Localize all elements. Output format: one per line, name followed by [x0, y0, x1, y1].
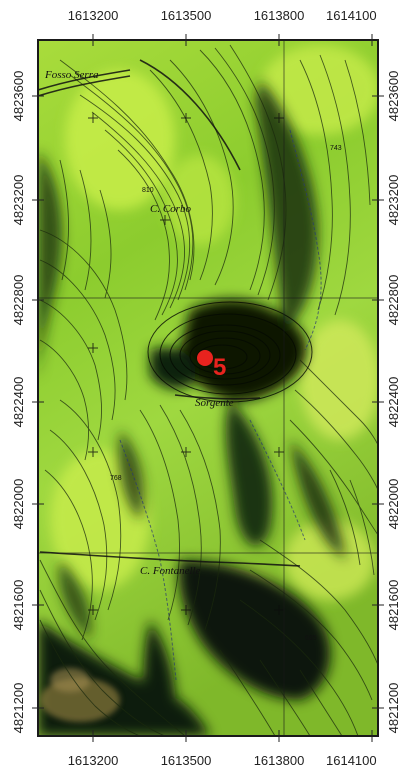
y-tick-label-right: 4822800: [386, 275, 401, 326]
y-tick-label-left: 4822800: [11, 275, 26, 326]
x-tick-label-top: 1613800: [254, 8, 305, 23]
x-axis-top: [92, 34, 373, 46]
x-tick-label-bottom: 1614100: [326, 753, 377, 768]
x-tick-label-bottom: 1613200: [68, 753, 119, 768]
y-tick-label-right: 4822000: [386, 479, 401, 530]
summit-contours: [147, 301, 313, 403]
place-label-fontanelle: C. Fontanelle: [140, 565, 201, 577]
map-frame: [37, 39, 379, 737]
site-marker[interactable]: [197, 350, 213, 366]
x-tick-label-bottom: 1613500: [161, 753, 212, 768]
y-axis-right: [372, 95, 384, 709]
dark-terrain: [38, 80, 345, 736]
site-marker-label: 5: [213, 354, 226, 381]
spot-height: 768: [110, 475, 122, 482]
y-tick-label-left: 4822400: [11, 377, 26, 428]
map-area: Fosso Serra C. Corbo Sorgente C. Fontane…: [38, 40, 378, 736]
y-tick-label-right: 4822400: [386, 377, 401, 428]
y-tick-label-left: 4823600: [11, 71, 26, 122]
spot-height: 685: [305, 635, 317, 642]
y-tick-label-right: 4821200: [386, 683, 401, 734]
spot-height: 743: [330, 145, 342, 152]
place-label-sorgente: Sorgente: [195, 397, 234, 409]
x-tick-label-top: 1613200: [68, 8, 119, 23]
sheet-join-lines: [38, 40, 378, 736]
contour-lines: [39, 44, 378, 736]
y-tick-label-right: 4821600: [386, 580, 401, 631]
y-axis-left: [32, 95, 44, 709]
x-tick-label-bottom: 1613800: [254, 753, 305, 768]
y-tick-label-left: 4822000: [11, 479, 26, 530]
x-tick-label-top: 1613500: [161, 8, 212, 23]
y-tick-label-left: 4823200: [11, 175, 26, 226]
spot-height: 810: [142, 187, 154, 194]
x-axis-bottom: [92, 730, 373, 742]
place-label-corbo: C. Corbo: [150, 203, 191, 215]
y-tick-label-right: 4823600: [386, 71, 401, 122]
road-lines: [38, 59, 301, 567]
y-tick-label-left: 4821600: [11, 580, 26, 631]
y-tick-label-left: 4821200: [11, 683, 26, 734]
x-tick-label-top: 1614100: [326, 8, 377, 23]
y-tick-label-right: 4823200: [386, 175, 401, 226]
place-label-fosso: Fosso Serra: [44, 69, 99, 81]
grid-crosses: [88, 113, 284, 615]
